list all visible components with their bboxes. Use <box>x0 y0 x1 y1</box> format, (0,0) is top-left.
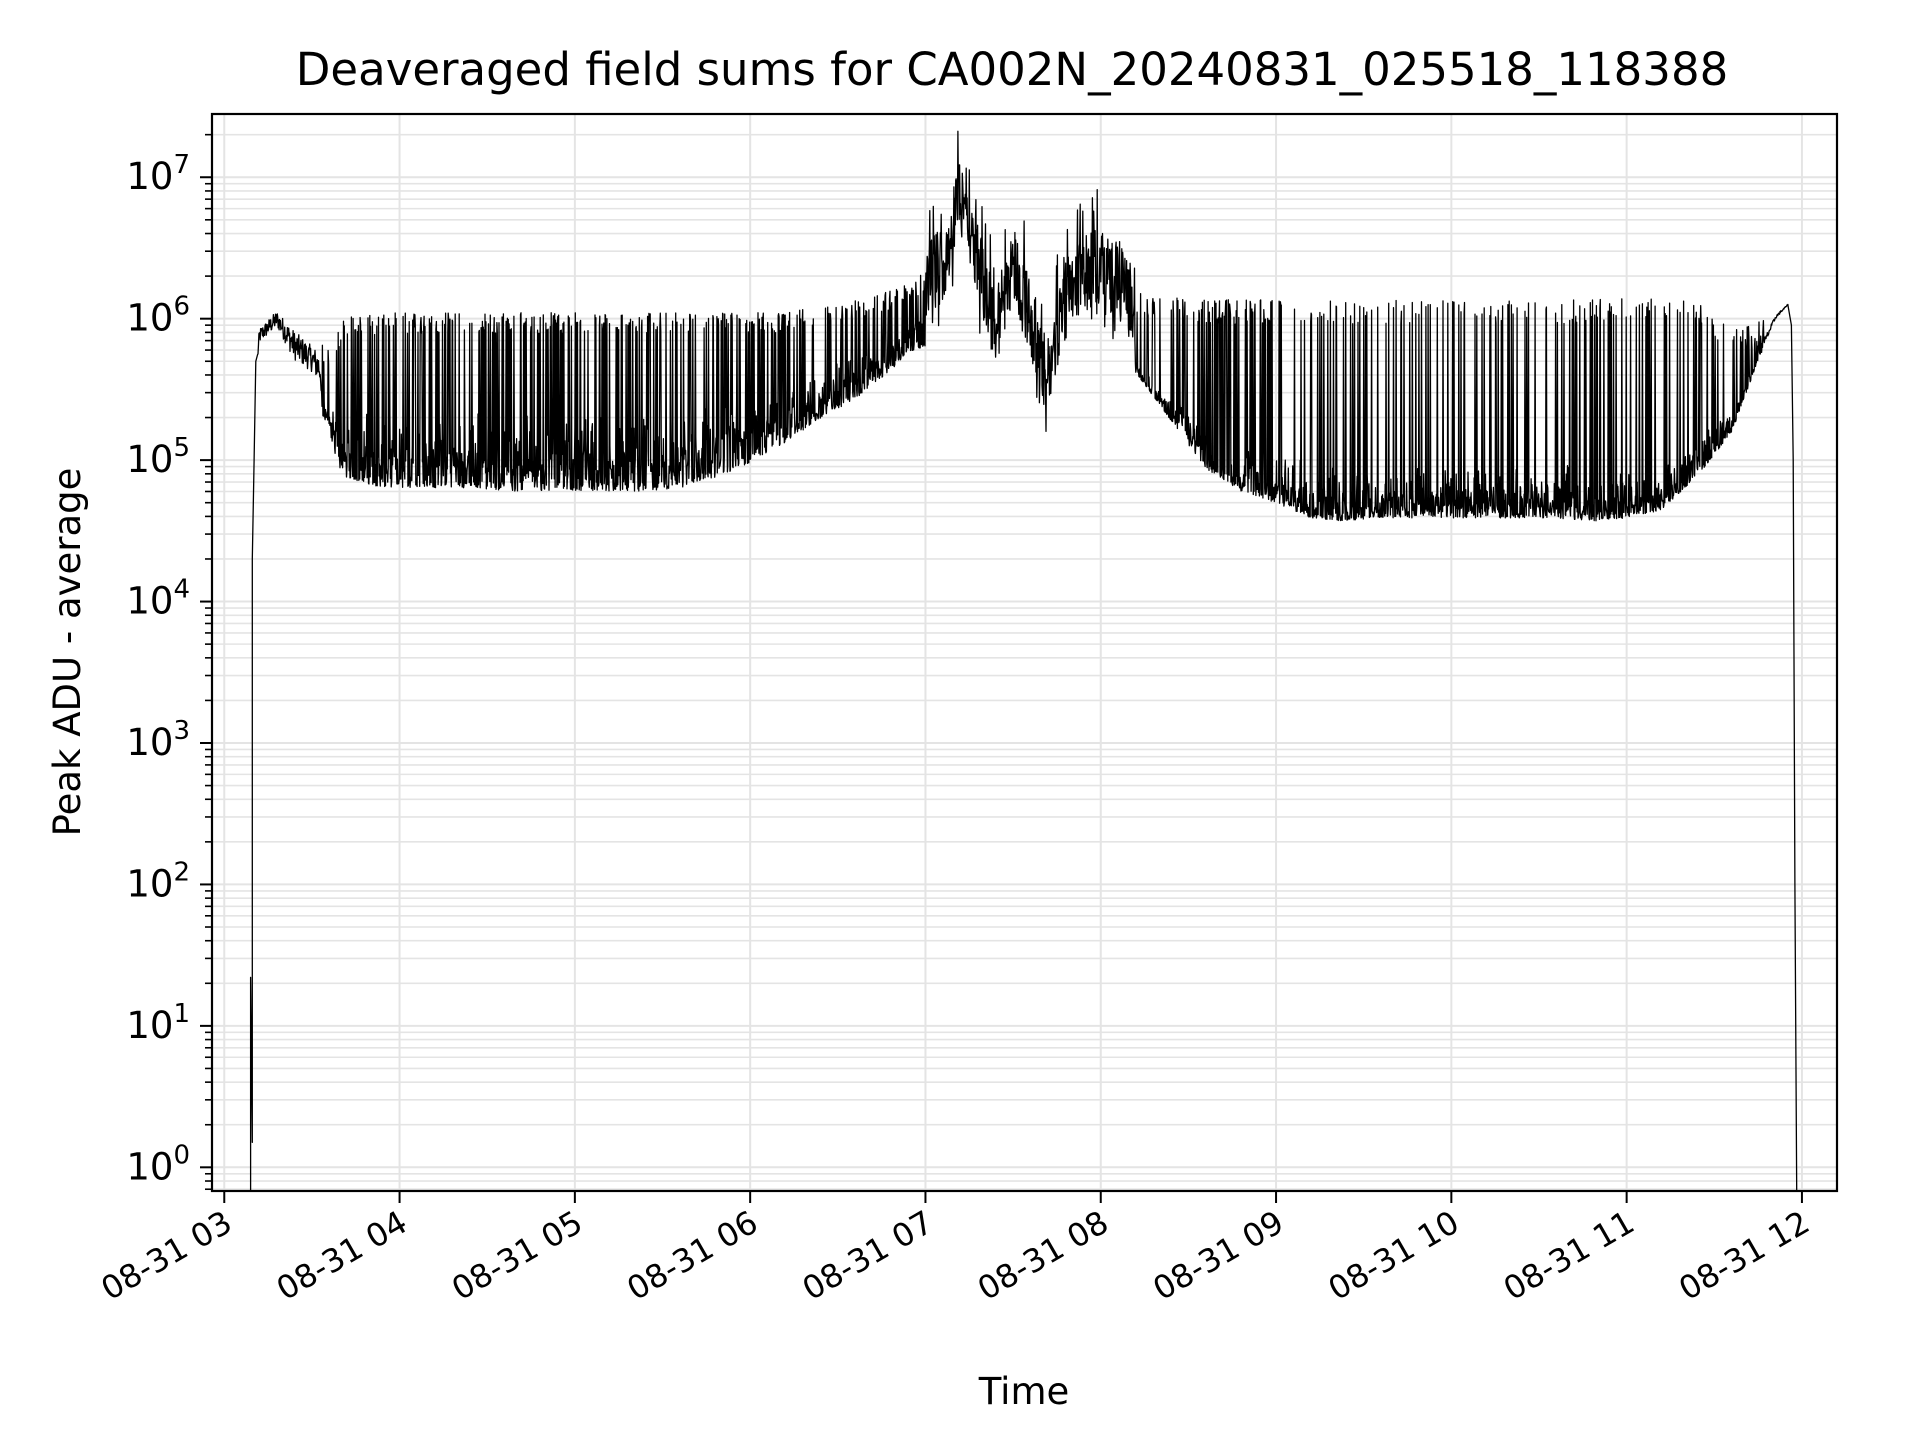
y-axis: 100 101 102 103 104 105 106 107 <box>126 133 212 1191</box>
series-line-path <box>249 130 1798 1192</box>
y-tick-label: 103 <box>126 716 190 764</box>
y-tick-label: 105 <box>126 433 190 481</box>
y-tick-label: 101 <box>126 999 190 1047</box>
y-tick-label: 104 <box>126 575 190 623</box>
y-tick-label: 102 <box>126 857 190 905</box>
y-axis-label: Peak ADU - average <box>46 468 89 837</box>
chart-title: Deaveraged field sums for CA002N_2024083… <box>296 43 1728 96</box>
x-axis-label: Time <box>978 1370 1070 1413</box>
y-tick-label: 106 <box>126 292 190 340</box>
series-line <box>249 130 1798 1192</box>
plot-frame <box>210 112 1839 1193</box>
y-tick-label: 100 <box>126 1140 190 1188</box>
y-tick-label: 107 <box>126 150 190 198</box>
